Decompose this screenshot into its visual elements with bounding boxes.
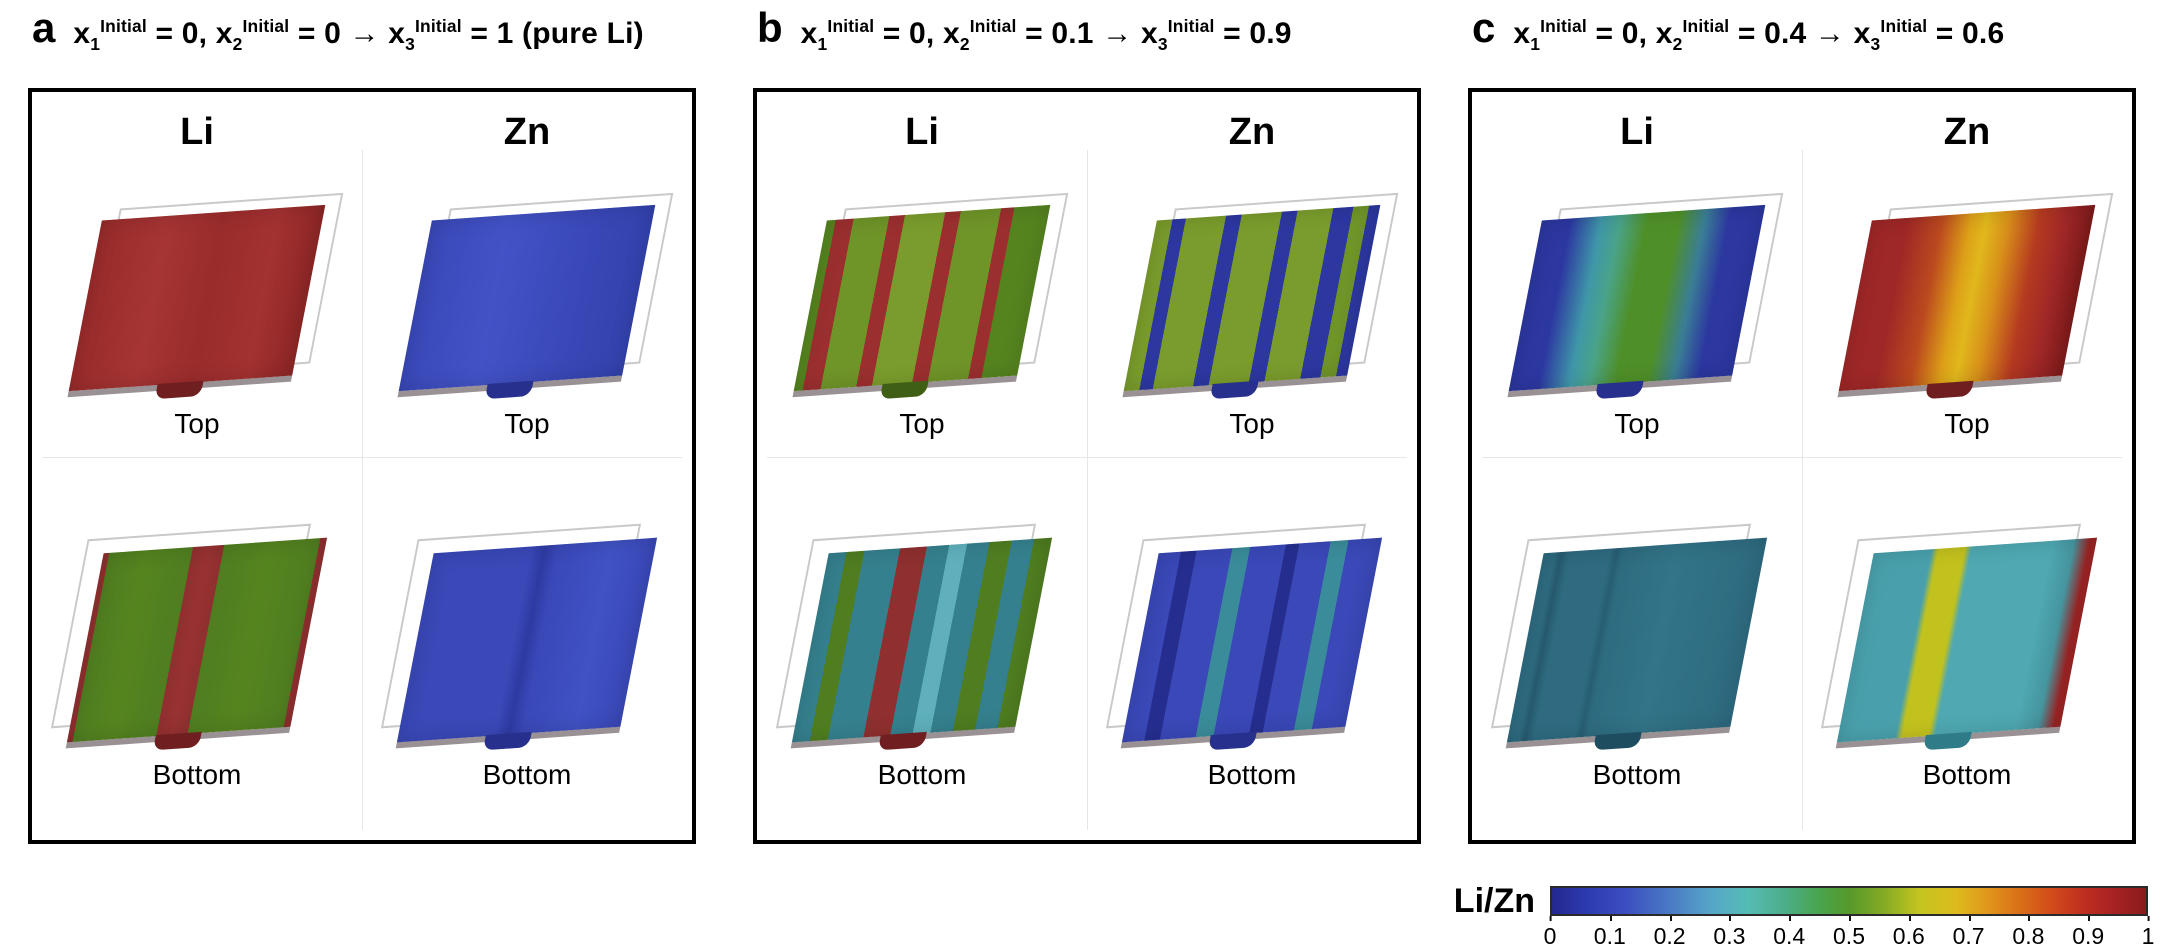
- view-li-bottom: Bottom: [757, 498, 1087, 840]
- slab-surface: [68, 204, 326, 400]
- view-label: Bottom: [152, 759, 242, 790]
- view-label: Top: [504, 408, 550, 439]
- view-label: Bottom: [1207, 759, 1297, 790]
- colorbar-tick: 0: [1544, 916, 1556, 944]
- view-zn-top: Top: [1802, 156, 2132, 498]
- slab-tab: [879, 380, 929, 400]
- view-zn-bottom: Bottom: [1802, 498, 2132, 840]
- slab-li-bottom: [1490, 523, 1768, 751]
- slab-surface: [1506, 537, 1768, 751]
- colorbar-tick: 0.8: [2012, 916, 2044, 944]
- slab-surface: [793, 204, 1051, 400]
- view-label: Top: [899, 408, 945, 439]
- slab-surface: [398, 204, 656, 400]
- panel-c-box: Li Zn Top Top: [1468, 88, 2136, 844]
- colorbar-tick: 0.1: [1594, 916, 1626, 944]
- panel-formula: x1Initial = 0, x2Initial = 0.4 → x3Initi…: [1513, 16, 2005, 54]
- colorbar-label: Li/Zn: [1453, 882, 1535, 920]
- slab-li-top: [1508, 192, 1784, 400]
- view-zn-bottom: Bottom: [362, 498, 692, 840]
- panel-b: b x1Initial = 0, x2Initial = 0.1 → x3Ini…: [753, 0, 1425, 844]
- slab-zn-top: [398, 192, 674, 400]
- panel-letter: b: [757, 4, 783, 51]
- panel-formula: x1Initial = 0, x2Initial = 0.1 → x3Initi…: [800, 16, 1292, 54]
- view-label: Top: [1944, 408, 1990, 439]
- view-label: Top: [1229, 408, 1275, 439]
- view-li-bottom: Bottom: [1472, 498, 1802, 840]
- slab-zn-bottom: [380, 523, 658, 751]
- colorbar-tick: 0.9: [2072, 916, 2104, 944]
- slab-surface: [396, 537, 658, 751]
- slab-zn-top: [1123, 192, 1399, 400]
- slab-tab: [1207, 731, 1257, 751]
- view-zn-top: Top: [1087, 156, 1417, 498]
- slab-surface: [1508, 204, 1766, 400]
- colorbar-tick: 0.6: [1893, 916, 1925, 944]
- colorbar-tick: 0.2: [1654, 916, 1686, 944]
- column-header-zn: Zn: [1228, 110, 1276, 153]
- view-zn-top: Top: [362, 156, 692, 498]
- panel-a: a x1Initial = 0, x2Initial = 0 → x3Initi…: [28, 0, 700, 844]
- colorbar-ticks: 0 0.1 0.2 0.3 0.4 0.5 0.6 0.7 0.8 0.9 1: [1544, 916, 2154, 944]
- panel-letter: c: [1472, 4, 1496, 51]
- slab-tab: [152, 731, 202, 751]
- view-li-top: Top: [32, 156, 362, 498]
- slab-li-bottom: [50, 523, 328, 751]
- column-header-li: Li: [1620, 110, 1654, 153]
- view-label: Bottom: [482, 759, 572, 790]
- view-li-top: Top: [1472, 156, 1802, 498]
- colorbar-tick: 0.3: [1713, 916, 1745, 944]
- panel-letter: a: [32, 4, 56, 51]
- slab-li-top: [68, 192, 344, 400]
- panel-c: c x1Initial = 0, x2Initial = 0.4 → x3Ini…: [1468, 0, 2140, 844]
- colorbar-tick: 0.4: [1773, 916, 1805, 944]
- colorbar-tick: 0.7: [1953, 916, 1985, 944]
- view-li-top: Top: [757, 156, 1087, 498]
- slab-tab: [1924, 380, 1974, 400]
- slab-zn-bottom: [1105, 523, 1383, 751]
- slab-tab: [154, 380, 204, 400]
- slab-surface: [66, 537, 328, 751]
- slab-surface: [1836, 537, 2098, 751]
- slab-tab: [482, 731, 532, 751]
- view-label: Bottom: [877, 759, 967, 790]
- column-header-li: Li: [180, 110, 214, 153]
- slab-surface: [1123, 204, 1381, 400]
- slab-tab: [484, 380, 534, 400]
- slab-surface: [1838, 204, 2096, 400]
- view-label: Top: [174, 408, 220, 439]
- view-li-bottom: Bottom: [32, 498, 362, 840]
- slab-li-top: [793, 192, 1069, 400]
- slab-surface: [791, 537, 1053, 751]
- view-zn-bottom: Bottom: [1087, 498, 1417, 840]
- column-header-zn: Zn: [1943, 110, 1991, 153]
- slab-zn-bottom: [1820, 523, 2098, 751]
- colorbar-tick: 0.5: [1833, 916, 1865, 944]
- slab-tab: [1594, 380, 1644, 400]
- column-header-zn: Zn: [503, 110, 551, 153]
- slab-zn-top: [1838, 192, 2114, 400]
- view-label: Bottom: [1592, 759, 1682, 790]
- slab-tab: [1592, 731, 1642, 751]
- view-label: Bottom: [1922, 759, 2012, 790]
- column-header-li: Li: [905, 110, 939, 153]
- panel-formula: x1Initial = 0, x2Initial = 0 → x3Initial…: [73, 16, 644, 54]
- slab-tab: [1209, 380, 1259, 400]
- panel-c-title: c x1Initial = 0, x2Initial = 0.4 → x3Ini…: [1468, 0, 2140, 84]
- colorbar-gradient: [1550, 886, 2148, 916]
- slab-li-bottom: [775, 523, 1053, 751]
- slab-tab: [877, 731, 927, 751]
- colorbar-tick: 1: [2142, 916, 2154, 944]
- panel-a-title: a x1Initial = 0, x2Initial = 0 → x3Initi…: [28, 0, 700, 84]
- slab-tab: [1922, 731, 1972, 751]
- slab-surface: [1121, 537, 1383, 751]
- panel-b-box: Li Zn Top Top: [753, 88, 1421, 844]
- panel-a-box: Li Zn Top Top: [28, 88, 696, 844]
- panel-b-title: b x1Initial = 0, x2Initial = 0.1 → x3Ini…: [753, 0, 1425, 84]
- view-label: Top: [1614, 408, 1660, 439]
